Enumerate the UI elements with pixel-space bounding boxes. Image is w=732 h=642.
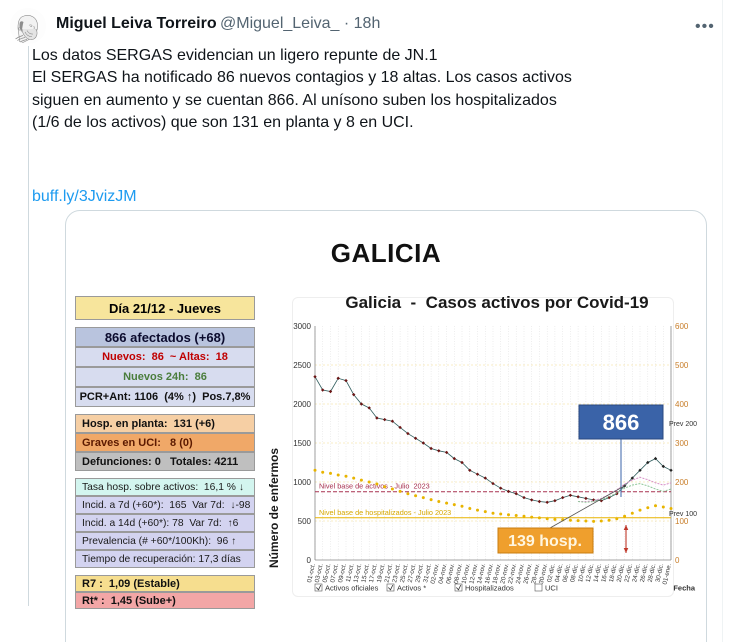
svg-text:0: 0 — [675, 556, 680, 565]
svg-text:Número de enfermos: Número de enfermos — [267, 448, 281, 568]
svg-text:100: 100 — [675, 517, 689, 526]
svg-text:Activos *: Activos * — [397, 584, 426, 593]
svg-text:3000: 3000 — [293, 322, 311, 331]
svg-text:Fecha: Fecha — [673, 584, 696, 593]
svg-text:400: 400 — [675, 400, 689, 409]
svg-text:139 hosp.: 139 hosp. — [508, 533, 582, 550]
svg-text:Prev 200: Prev 200 — [669, 421, 697, 428]
svg-text:1000: 1000 — [293, 478, 311, 487]
svg-text:Activos oficiales: Activos oficiales — [325, 584, 379, 593]
svg-text:2500: 2500 — [293, 361, 311, 370]
svg-text:200: 200 — [675, 478, 689, 487]
svg-text:1500: 1500 — [293, 439, 311, 448]
svg-text:UCI: UCI — [545, 584, 558, 593]
svg-text:Galicia - Casos activos por: Galicia - Casos activos por Covid-19 — [345, 293, 648, 312]
svg-text:Prev 100: Prev 100 — [669, 511, 697, 518]
svg-text:866: 866 — [603, 410, 640, 435]
svg-text:Nivel base de hospitalizados -: Nivel base de hospitalizados - Julio 202… — [319, 508, 451, 517]
svg-text:500: 500 — [675, 361, 689, 370]
svg-text:500: 500 — [298, 517, 312, 526]
svg-text:300: 300 — [675, 439, 689, 448]
svg-text:Hospitalizados: Hospitalizados — [465, 584, 514, 593]
svg-text:600: 600 — [675, 322, 689, 331]
svg-text:Nivel base de activos - Julio: Nivel base de activos - Julio 2023 — [319, 482, 430, 491]
svg-text:2000: 2000 — [293, 400, 311, 409]
